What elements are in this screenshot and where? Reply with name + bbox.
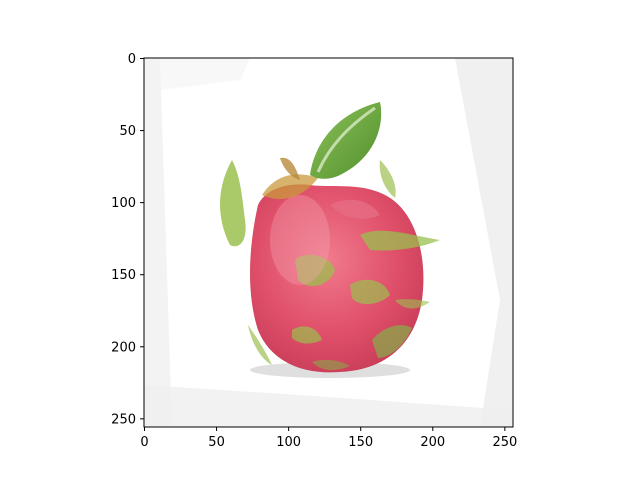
- y-tick-label: 200: [111, 340, 136, 355]
- background-band-bottom: [144, 385, 513, 427]
- stem-leaf: [280, 157, 300, 180]
- axes-frame: [143, 57, 514, 428]
- fruit-highlight: [270, 195, 330, 285]
- side-leaf-right: [379, 160, 396, 198]
- x-axis: 0 50 100 150 200 250: [140, 427, 517, 450]
- y-tick-label: 50: [119, 124, 136, 139]
- fruit-scale: [295, 254, 335, 287]
- x-tick-label: 200: [420, 435, 445, 450]
- y-tick-label: 250: [111, 412, 136, 427]
- x-tick-label: 50: [208, 435, 225, 450]
- background-band-left: [144, 58, 172, 427]
- x-tick-label: 250: [492, 435, 517, 450]
- fruit-scale: [262, 174, 318, 199]
- image-area: [144, 58, 513, 427]
- x-tick-label: 150: [348, 435, 373, 450]
- fruit-scale: [312, 359, 350, 371]
- top-leaf-vein: [316, 106, 376, 173]
- background-band-right: [455, 58, 513, 427]
- y-axis: 0 50 100 150 200 250: [111, 52, 144, 427]
- fruit-scale: [330, 199, 380, 219]
- top-leaf: [310, 102, 382, 179]
- left-leaf: [220, 160, 246, 247]
- y-tick-label: 150: [111, 268, 136, 283]
- fruit-scale: [248, 325, 272, 365]
- fruit-scale: [360, 230, 440, 251]
- fruit-scale: [292, 326, 322, 344]
- background-band-top: [144, 58, 250, 92]
- fruit-scale: [395, 299, 430, 309]
- x-tick-label: 100: [276, 435, 301, 450]
- y-tick-label: 0: [128, 52, 136, 67]
- x-tick-label: 0: [140, 435, 148, 450]
- y-tick-label: 100: [111, 196, 136, 211]
- fruit-scale: [350, 279, 390, 305]
- fruit-scale: [372, 325, 412, 358]
